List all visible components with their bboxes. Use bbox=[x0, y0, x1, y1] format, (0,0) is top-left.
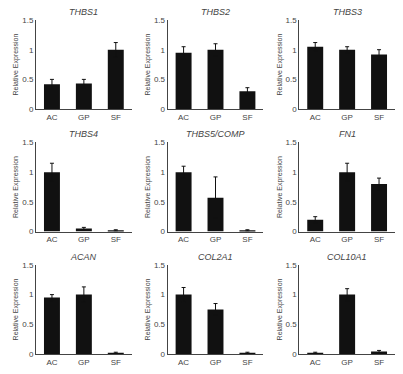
svg-text:SF: SF bbox=[242, 358, 252, 367]
svg-text:0: 0 bbox=[29, 105, 34, 114]
svg-text:AC: AC bbox=[310, 235, 321, 244]
svg-text:0.5: 0.5 bbox=[286, 198, 298, 207]
svg-text:0.5: 0.5 bbox=[286, 320, 298, 329]
svg-text:0.5: 0.5 bbox=[22, 198, 34, 207]
svg-text:AC: AC bbox=[178, 113, 189, 122]
svg-text:Relative Expression: Relative Expression bbox=[144, 34, 152, 96]
svg-text:1.5: 1.5 bbox=[286, 138, 298, 147]
svg-text:1: 1 bbox=[292, 168, 297, 177]
svg-text:0.5: 0.5 bbox=[154, 198, 166, 207]
svg-text:SF: SF bbox=[374, 235, 384, 244]
svg-text:1: 1 bbox=[29, 168, 34, 177]
svg-text:1.5: 1.5 bbox=[22, 16, 34, 25]
svg-text:0: 0 bbox=[161, 105, 166, 114]
svg-text:GP: GP bbox=[210, 113, 222, 122]
svg-text:SF: SF bbox=[111, 358, 121, 367]
svg-text:SF: SF bbox=[111, 235, 121, 244]
svg-text:0.5: 0.5 bbox=[154, 320, 166, 329]
svg-text:Relative Expression: Relative Expression bbox=[276, 278, 284, 340]
svg-text:SF: SF bbox=[374, 358, 384, 367]
svg-text:AC: AC bbox=[310, 113, 321, 122]
svg-text:Relative Expression: Relative Expression bbox=[276, 34, 284, 96]
svg-text:AC: AC bbox=[310, 358, 321, 367]
svg-text:GP: GP bbox=[341, 358, 353, 367]
svg-text:SF: SF bbox=[242, 235, 252, 244]
svg-text:1.5: 1.5 bbox=[22, 138, 34, 147]
svg-text:AC: AC bbox=[178, 358, 189, 367]
svg-text:THBS2: THBS2 bbox=[201, 7, 230, 17]
svg-text:0: 0 bbox=[29, 227, 34, 236]
svg-text:AC: AC bbox=[178, 235, 189, 244]
svg-text:GP: GP bbox=[341, 235, 353, 244]
svg-text:SF: SF bbox=[111, 113, 121, 122]
svg-text:1: 1 bbox=[292, 45, 297, 54]
svg-text:FN1: FN1 bbox=[339, 129, 356, 139]
svg-text:THBS5/COMP: THBS5/COMP bbox=[186, 129, 245, 139]
svg-text:0.5: 0.5 bbox=[154, 75, 166, 84]
svg-text:0: 0 bbox=[161, 350, 166, 359]
svg-text:1.5: 1.5 bbox=[154, 261, 166, 270]
svg-text:0: 0 bbox=[29, 350, 34, 359]
svg-text:COL10A1: COL10A1 bbox=[327, 252, 367, 262]
svg-text:0: 0 bbox=[292, 350, 297, 359]
svg-text:0.5: 0.5 bbox=[22, 320, 34, 329]
svg-text:AC: AC bbox=[46, 235, 57, 244]
svg-text:THBS3: THBS3 bbox=[333, 7, 362, 17]
svg-text:1.5: 1.5 bbox=[286, 261, 298, 270]
svg-text:1: 1 bbox=[292, 290, 297, 299]
svg-text:GP: GP bbox=[210, 358, 222, 367]
svg-text:1.5: 1.5 bbox=[154, 138, 166, 147]
svg-text:1: 1 bbox=[161, 45, 166, 54]
svg-text:GP: GP bbox=[210, 235, 222, 244]
svg-text:Relative Expression: Relative Expression bbox=[144, 278, 152, 340]
svg-text:ACAN: ACAN bbox=[70, 252, 97, 262]
svg-text:COL2A1: COL2A1 bbox=[198, 252, 233, 262]
svg-text:Relative Expression: Relative Expression bbox=[144, 156, 152, 218]
svg-text:GP: GP bbox=[78, 235, 90, 244]
svg-text:AC: AC bbox=[46, 358, 57, 367]
svg-text:1: 1 bbox=[161, 168, 166, 177]
svg-text:0.5: 0.5 bbox=[22, 75, 34, 84]
svg-text:Relative Expression: Relative Expression bbox=[12, 34, 20, 96]
svg-text:SF: SF bbox=[374, 113, 384, 122]
svg-text:GP: GP bbox=[78, 113, 90, 122]
svg-text:1: 1 bbox=[29, 45, 34, 54]
svg-text:Relative Expression: Relative Expression bbox=[12, 278, 20, 340]
svg-text:0.5: 0.5 bbox=[286, 75, 298, 84]
svg-text:Relative Expression: Relative Expression bbox=[12, 156, 20, 218]
svg-text:1: 1 bbox=[161, 290, 166, 299]
svg-text:0: 0 bbox=[161, 227, 166, 236]
svg-text:1.5: 1.5 bbox=[154, 16, 166, 25]
svg-text:AC: AC bbox=[46, 113, 57, 122]
svg-text:0: 0 bbox=[292, 227, 297, 236]
svg-text:1.5: 1.5 bbox=[22, 261, 34, 270]
svg-text:GP: GP bbox=[78, 358, 90, 367]
svg-text:0: 0 bbox=[292, 105, 297, 114]
svg-text:THBS1: THBS1 bbox=[69, 7, 98, 17]
svg-text:SF: SF bbox=[242, 113, 252, 122]
svg-text:THBS4: THBS4 bbox=[69, 129, 98, 139]
svg-text:1: 1 bbox=[29, 290, 34, 299]
svg-text:1.5: 1.5 bbox=[286, 16, 298, 25]
svg-text:Relative Expression: Relative Expression bbox=[276, 156, 284, 218]
svg-text:GP: GP bbox=[341, 113, 353, 122]
